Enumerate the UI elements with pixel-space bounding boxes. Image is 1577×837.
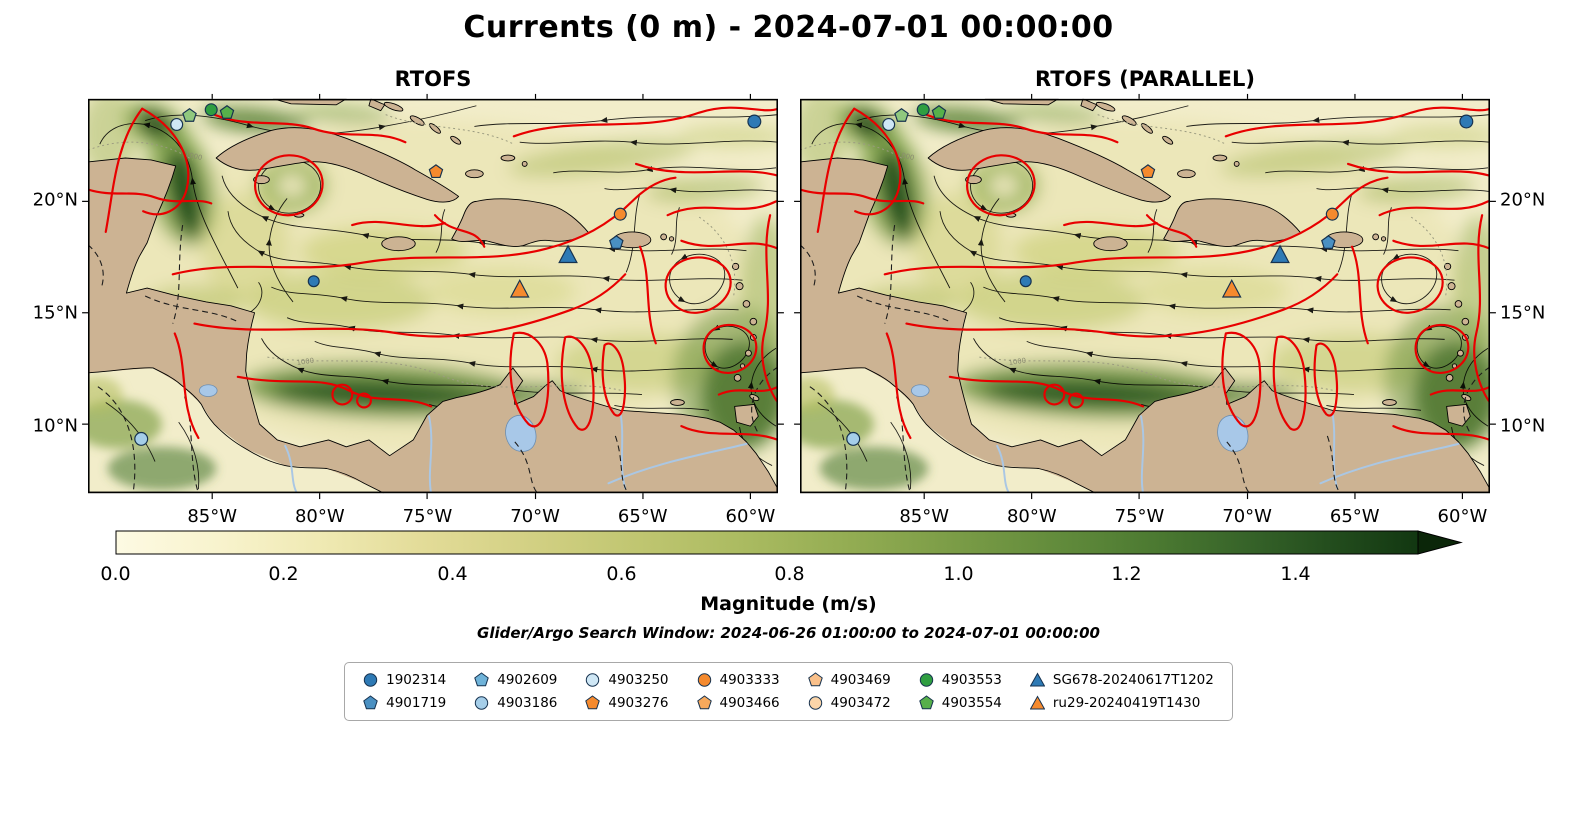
- x-tick-label: 85°W: [187, 506, 238, 527]
- float-circle-icon: [697, 673, 711, 687]
- glider-triangle-icon: [1029, 672, 1045, 687]
- y-tick-label: 20°N: [32, 189, 78, 211]
- x-tick-label: 60°W: [725, 506, 776, 527]
- y-tick-label: 10°N: [32, 415, 78, 437]
- legend-entry: 4903553: [919, 672, 1002, 688]
- legend-entry: 4902609: [474, 672, 557, 688]
- panel-rtofs-parallel: RTOFS (PARALLEL) 20°N 15°N 10°N 85°W 80°…: [800, 67, 1545, 527]
- legend-entry: 1902314: [363, 672, 446, 688]
- x-tick-label: 65°W: [617, 506, 668, 527]
- colorbar-ticks: 0.0 0.2 0.4 0.6 0.8 1.0 1.2 1.4: [100, 563, 1463, 587]
- x-tick-label: 70°W: [1222, 506, 1272, 527]
- legend-entry: 4903186: [474, 695, 557, 711]
- legend-label: 4903553: [941, 672, 1002, 688]
- legend-label: 4901719: [386, 695, 447, 711]
- map-panels: RTOFS 20°N 15°N 10°N 85°W 80°W 75°W 70°W…: [33, 67, 1577, 527]
- y-tick-label: 15°N: [32, 302, 78, 324]
- float-circle-icon: [808, 696, 822, 710]
- y-tick-label: 15°N: [1500, 302, 1546, 324]
- colorbar-tick-label: 0.8: [774, 563, 805, 585]
- x-tick-label: 65°W: [1329, 506, 1380, 527]
- legend-label: 4903466: [719, 695, 780, 711]
- x-tick-label: 75°W: [402, 506, 453, 527]
- legend-label: 4903276: [608, 695, 669, 711]
- x-tick-label: 75°W: [1114, 506, 1165, 527]
- legend-label: 1902314: [386, 672, 447, 688]
- x-tick-label: 85°W: [899, 506, 950, 527]
- panel-title-rtofs-parallel: RTOFS (PARALLEL): [1034, 67, 1255, 91]
- float-circle-icon: [586, 673, 600, 687]
- colorbar-label: Magnitude (m/s): [700, 593, 877, 615]
- panel-rtofs: RTOFS 20°N 15°N 10°N 85°W 80°W 75°W 70°W…: [33, 67, 778, 527]
- colorbar-extend-arrow: [1417, 530, 1463, 555]
- figure-title: Currents (0 m) - 2024-07-01 00:00:00: [463, 10, 1114, 45]
- float-pentagon-icon: [363, 695, 378, 710]
- search-window-caption: Glider/Argo Search Window: 2024-06-26 01…: [477, 624, 1100, 642]
- colorbar-tick-label: 1.4: [1280, 563, 1311, 585]
- colorbar-tick-label: 1.2: [1111, 563, 1142, 585]
- legend-entry: 4903333: [697, 672, 780, 688]
- colorbar-tick-label: 0.6: [606, 563, 637, 585]
- colorbar-tick-label: 0.4: [437, 563, 468, 585]
- legend-entry: SG678-20240617T1202: [1029, 672, 1214, 688]
- platform-legend: 1902314 4902609 4903250 4903333 4903469 …: [344, 662, 1233, 721]
- legend-label: SG678-20240617T1202: [1052, 672, 1214, 688]
- legend-label: ru29-20240419T1430: [1052, 695, 1201, 711]
- legend-entry: 4903554: [918, 695, 1002, 711]
- legend-entry: 4903250: [585, 672, 669, 688]
- legend-entry: 4903472: [808, 695, 891, 711]
- float-circle-icon: [363, 673, 378, 687]
- colorbar-gradient: [115, 530, 1463, 555]
- legend-entry: 4903276: [585, 695, 669, 711]
- panel-title-rtofs: RTOFS: [394, 67, 472, 91]
- float-pentagon-icon: [807, 672, 823, 687]
- legend-label: 4903554: [941, 695, 1002, 711]
- float-pentagon-icon: [918, 695, 934, 710]
- float-circle-icon: [919, 673, 933, 687]
- colorbar-tick-label: 0.0: [100, 563, 131, 585]
- legend-label: 4903186: [497, 695, 558, 711]
- x-tick-label: 70°W: [510, 506, 560, 527]
- legend-entry: 4903469: [807, 672, 891, 688]
- x-tick-label: 80°W: [294, 506, 345, 527]
- legend-label: 4902609: [497, 672, 558, 688]
- float-pentagon-icon: [585, 695, 601, 710]
- y-tick-label: 10°N: [1500, 415, 1546, 437]
- y-tick-label: 20°N: [1500, 189, 1546, 211]
- colorbar-tick-label: 1.0: [943, 563, 974, 585]
- legend-label: 4903469: [830, 672, 891, 688]
- float-circle-icon: [475, 696, 489, 710]
- legend-entry: 4901719: [363, 695, 446, 711]
- float-pentagon-icon: [474, 672, 490, 687]
- colorbar: 0.0 0.2 0.4 0.6 0.8 1.0 1.2 1.4: [100, 530, 1463, 587]
- legend-label: 4903333: [719, 672, 780, 688]
- currents-map-rtofs-parallel: [800, 96, 1490, 496]
- legend-label: 4903250: [608, 672, 669, 688]
- legend-entry: ru29-20240419T1430: [1029, 695, 1214, 711]
- legend-label: 4903472: [830, 695, 891, 711]
- colorbar-tick-label: 0.2: [268, 563, 299, 585]
- x-tick-label: 80°W: [1006, 506, 1057, 527]
- currents-map-rtofs: [88, 96, 778, 496]
- glider-triangle-icon: [1029, 695, 1045, 710]
- legend-entry: 4903466: [696, 695, 780, 711]
- float-pentagon-icon: [696, 695, 712, 710]
- x-tick-label: 60°W: [1437, 506, 1488, 527]
